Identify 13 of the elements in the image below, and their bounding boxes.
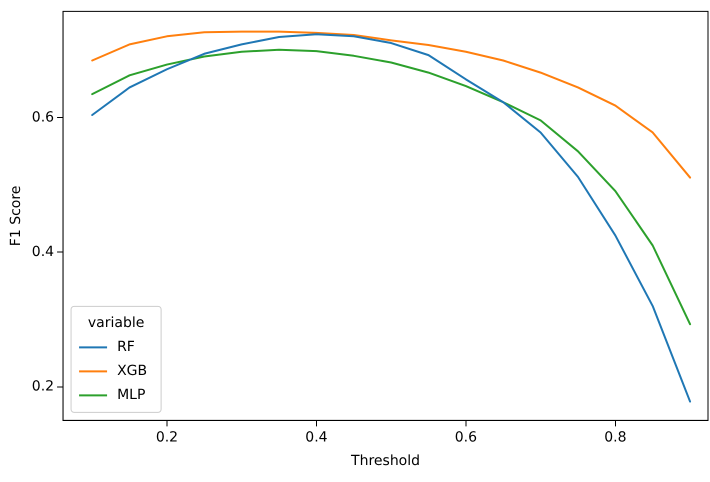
x-tick-label: 0.6: [454, 429, 478, 446]
x-axis-title: Threshold: [350, 453, 420, 470]
y-tick-label: 0.6: [32, 109, 54, 126]
y-axis-title: F1 Score: [8, 186, 24, 246]
legend-label: RF: [117, 339, 135, 356]
y-tick-label: 0.4: [32, 244, 54, 260]
legend-label: XGB: [117, 363, 148, 380]
x-tick-label: 0.8: [604, 429, 626, 446]
y-tick-label: 0.2: [32, 378, 54, 394]
legend-title: variable: [88, 315, 144, 332]
x-tick-label: 0.4: [305, 429, 328, 446]
x-tick-label: 0.2: [156, 429, 178, 446]
legend-label: MLP: [117, 387, 146, 404]
